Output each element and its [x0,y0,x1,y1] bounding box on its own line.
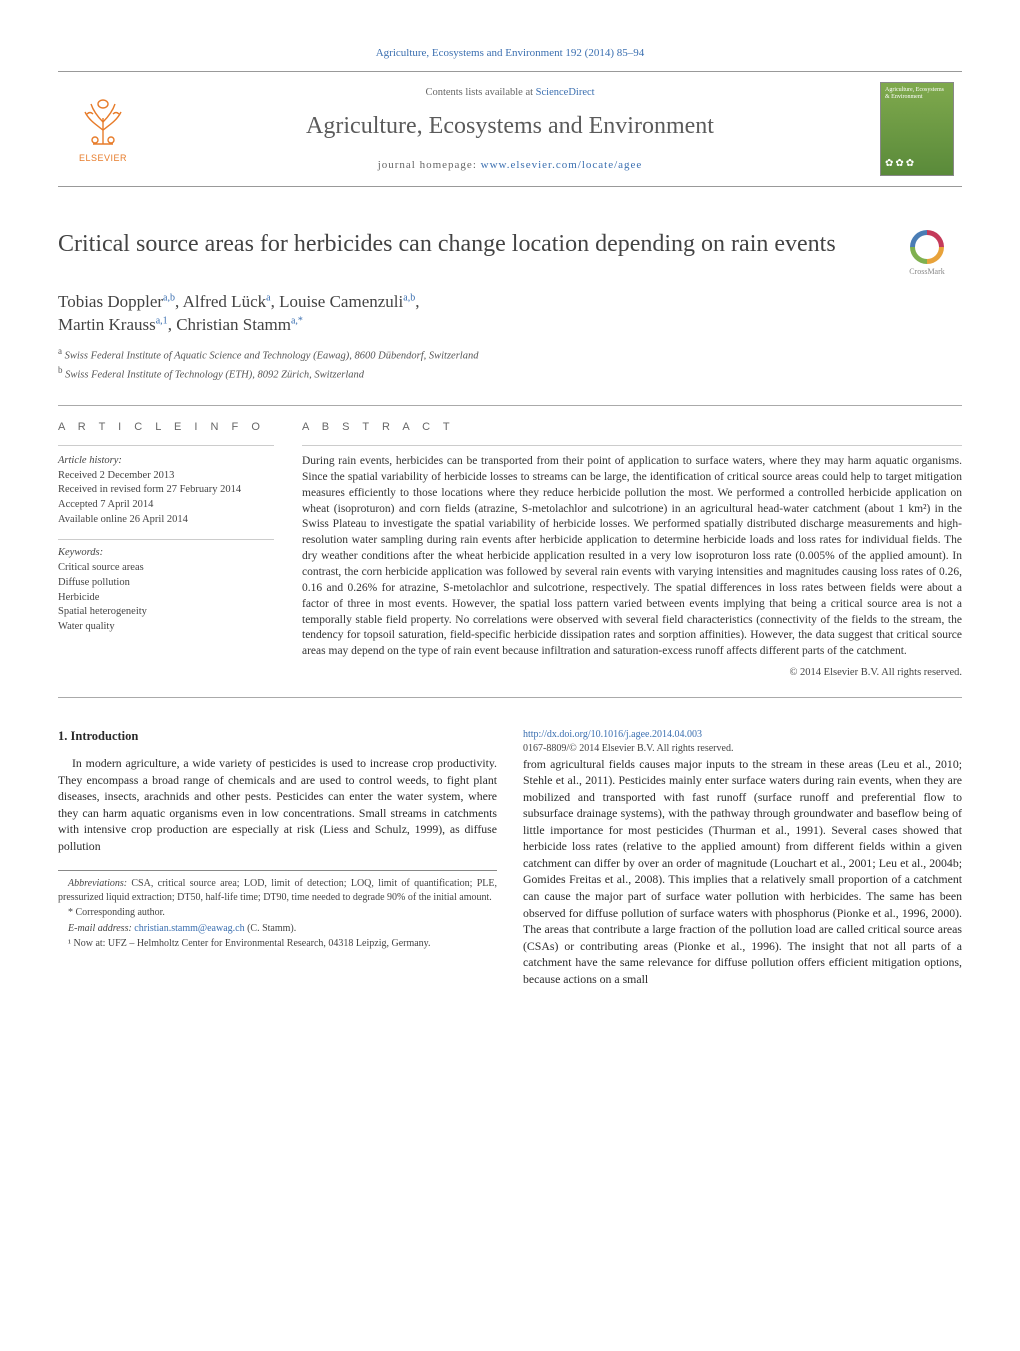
journal-name: Agriculture, Ecosystems and Environment [306,110,714,144]
cover-thumb-title: Agriculture, Ecosystems & Environment [885,87,949,100]
keyword-2: Diffuse pollution [58,576,274,591]
contents-prefix: Contents lists available at [425,87,535,98]
keyword-4: Spatial heterogeneity [58,605,274,620]
abbrev-label: Abbreviations: [68,878,127,889]
abstract-block: A B S T R A C T During rain events, herb… [302,420,962,681]
journal-reference-link[interactable]: Agriculture, Ecosystems and Environment … [376,47,645,59]
affiliations: a Swiss Federal Institute of Aquatic Sci… [58,345,962,382]
keywords-heading: Keywords: [58,546,274,561]
corresponding-author-footnote: * Corresponding author. [58,906,497,920]
article-title: Critical source areas for herbicides can… [58,229,880,259]
doi-block: http://dx.doi.org/10.1016/j.agee.2014.04… [523,728,962,756]
history-accepted: Accepted 7 April 2014 [58,498,274,513]
author-4: Martin Kraussa,1 [58,315,168,334]
article-info-label: A R T I C L E I N F O [58,420,274,435]
elsevier-logo[interactable]: ELSEVIER [66,88,140,170]
abbreviations-footnote: Abbreviations: CSA, critical source area… [58,877,497,904]
page-root: Agriculture, Ecosystems and Environment … [0,0,1020,1027]
article-info-block: A R T I C L E I N F O Article history: R… [58,420,274,681]
affiliation-a: a Swiss Federal Institute of Aquatic Sci… [58,345,962,364]
crossmark-icon [910,230,944,264]
crossmark-label: CrossMark [909,266,945,277]
abstract-text: During rain events, herbicides can be tr… [302,454,962,660]
authors-line: Tobias Dopplera,b, Alfred Lücka, Louise … [58,291,962,337]
homepage-line: journal homepage: www.elsevier.com/locat… [378,158,643,173]
journal-homepage-link[interactable]: www.elsevier.com/locate/agee [481,159,643,171]
author-3: Louise Camenzulia,b [279,292,415,311]
abstract-divider: During rain events, herbicides can be tr… [302,445,962,681]
article-head-text: Critical source areas for herbicides can… [58,229,880,277]
masthead: ELSEVIER Contents lists available at Sci… [58,71,962,187]
keywords-divider: Keywords: Critical source areas Diffuse … [58,539,274,634]
intro-heading: 1. Introduction [58,728,497,746]
affiliation-b: b Swiss Federal Institute of Technology … [58,364,962,383]
history-received: Received 2 December 2013 [58,469,274,484]
history-online: Available online 26 April 2014 [58,513,274,528]
journal-reference: Agriculture, Ecosystems and Environment … [58,46,962,61]
body-columns: 1. Introduction In modern agriculture, a… [58,728,962,987]
author-5: Christian Stamma,* [176,315,303,334]
abstract-label: A B S T R A C T [302,420,962,435]
author-1: Tobias Dopplera,b [58,292,175,311]
issn-line: 0167-8809/© 2014 Elsevier B.V. All right… [523,742,962,756]
homepage-prefix: journal homepage: [378,159,481,171]
article-head: Critical source areas for herbicides can… [58,229,962,277]
article-info-divider: Article history: Received 2 December 201… [58,445,274,635]
sciencedirect-link[interactable]: ScienceDirect [536,87,595,98]
history-heading: Article history: [58,454,274,469]
journal-cover-thumb[interactable]: Agriculture, Ecosystems & Environment ✿✿… [880,82,954,176]
doi-link[interactable]: http://dx.doi.org/10.1016/j.agee.2014.04… [523,729,702,740]
footnotes-block: Abbreviations: CSA, critical source area… [58,870,497,951]
keyword-5: Water quality [58,620,274,635]
intro-paragraph-1: In modern agriculture, a wide variety of… [58,755,497,854]
masthead-center: Contents lists available at ScienceDirec… [162,82,858,176]
contents-available-line: Contents lists available at ScienceDirec… [425,86,594,101]
keyword-3: Herbicide [58,591,274,606]
elsevier-tree-icon [75,94,131,150]
abstract-copyright: © 2014 Elsevier B.V. All rights reserved… [302,666,962,681]
elsevier-wordmark: ELSEVIER [79,152,127,165]
email-footnote: E-mail address: christian.stamm@eawag.ch… [58,922,497,936]
crossmark-badge[interactable]: CrossMark [892,229,962,277]
keyword-1: Critical source areas [58,561,274,576]
intro-paragraph-2: from agricultural fields causes major in… [523,756,962,987]
meta-row: A R T I C L E I N F O Article history: R… [58,405,962,698]
email-suffix: (C. Stamm). [245,923,297,934]
email-label: E-mail address: [68,923,134,934]
cover-thumb-icons: ✿✿✿ [885,157,949,171]
email-link[interactable]: christian.stamm@eawag.ch [134,923,244,934]
publisher-logo-container: ELSEVIER [58,82,148,176]
note-1-footnote: ¹ Now at: UFZ – Helmholtz Center for Env… [58,937,497,951]
history-revised: Received in revised form 27 February 201… [58,483,274,498]
author-2: Alfred Lücka [183,292,271,311]
cover-thumb-container: Agriculture, Ecosystems & Environment ✿✿… [872,82,962,176]
